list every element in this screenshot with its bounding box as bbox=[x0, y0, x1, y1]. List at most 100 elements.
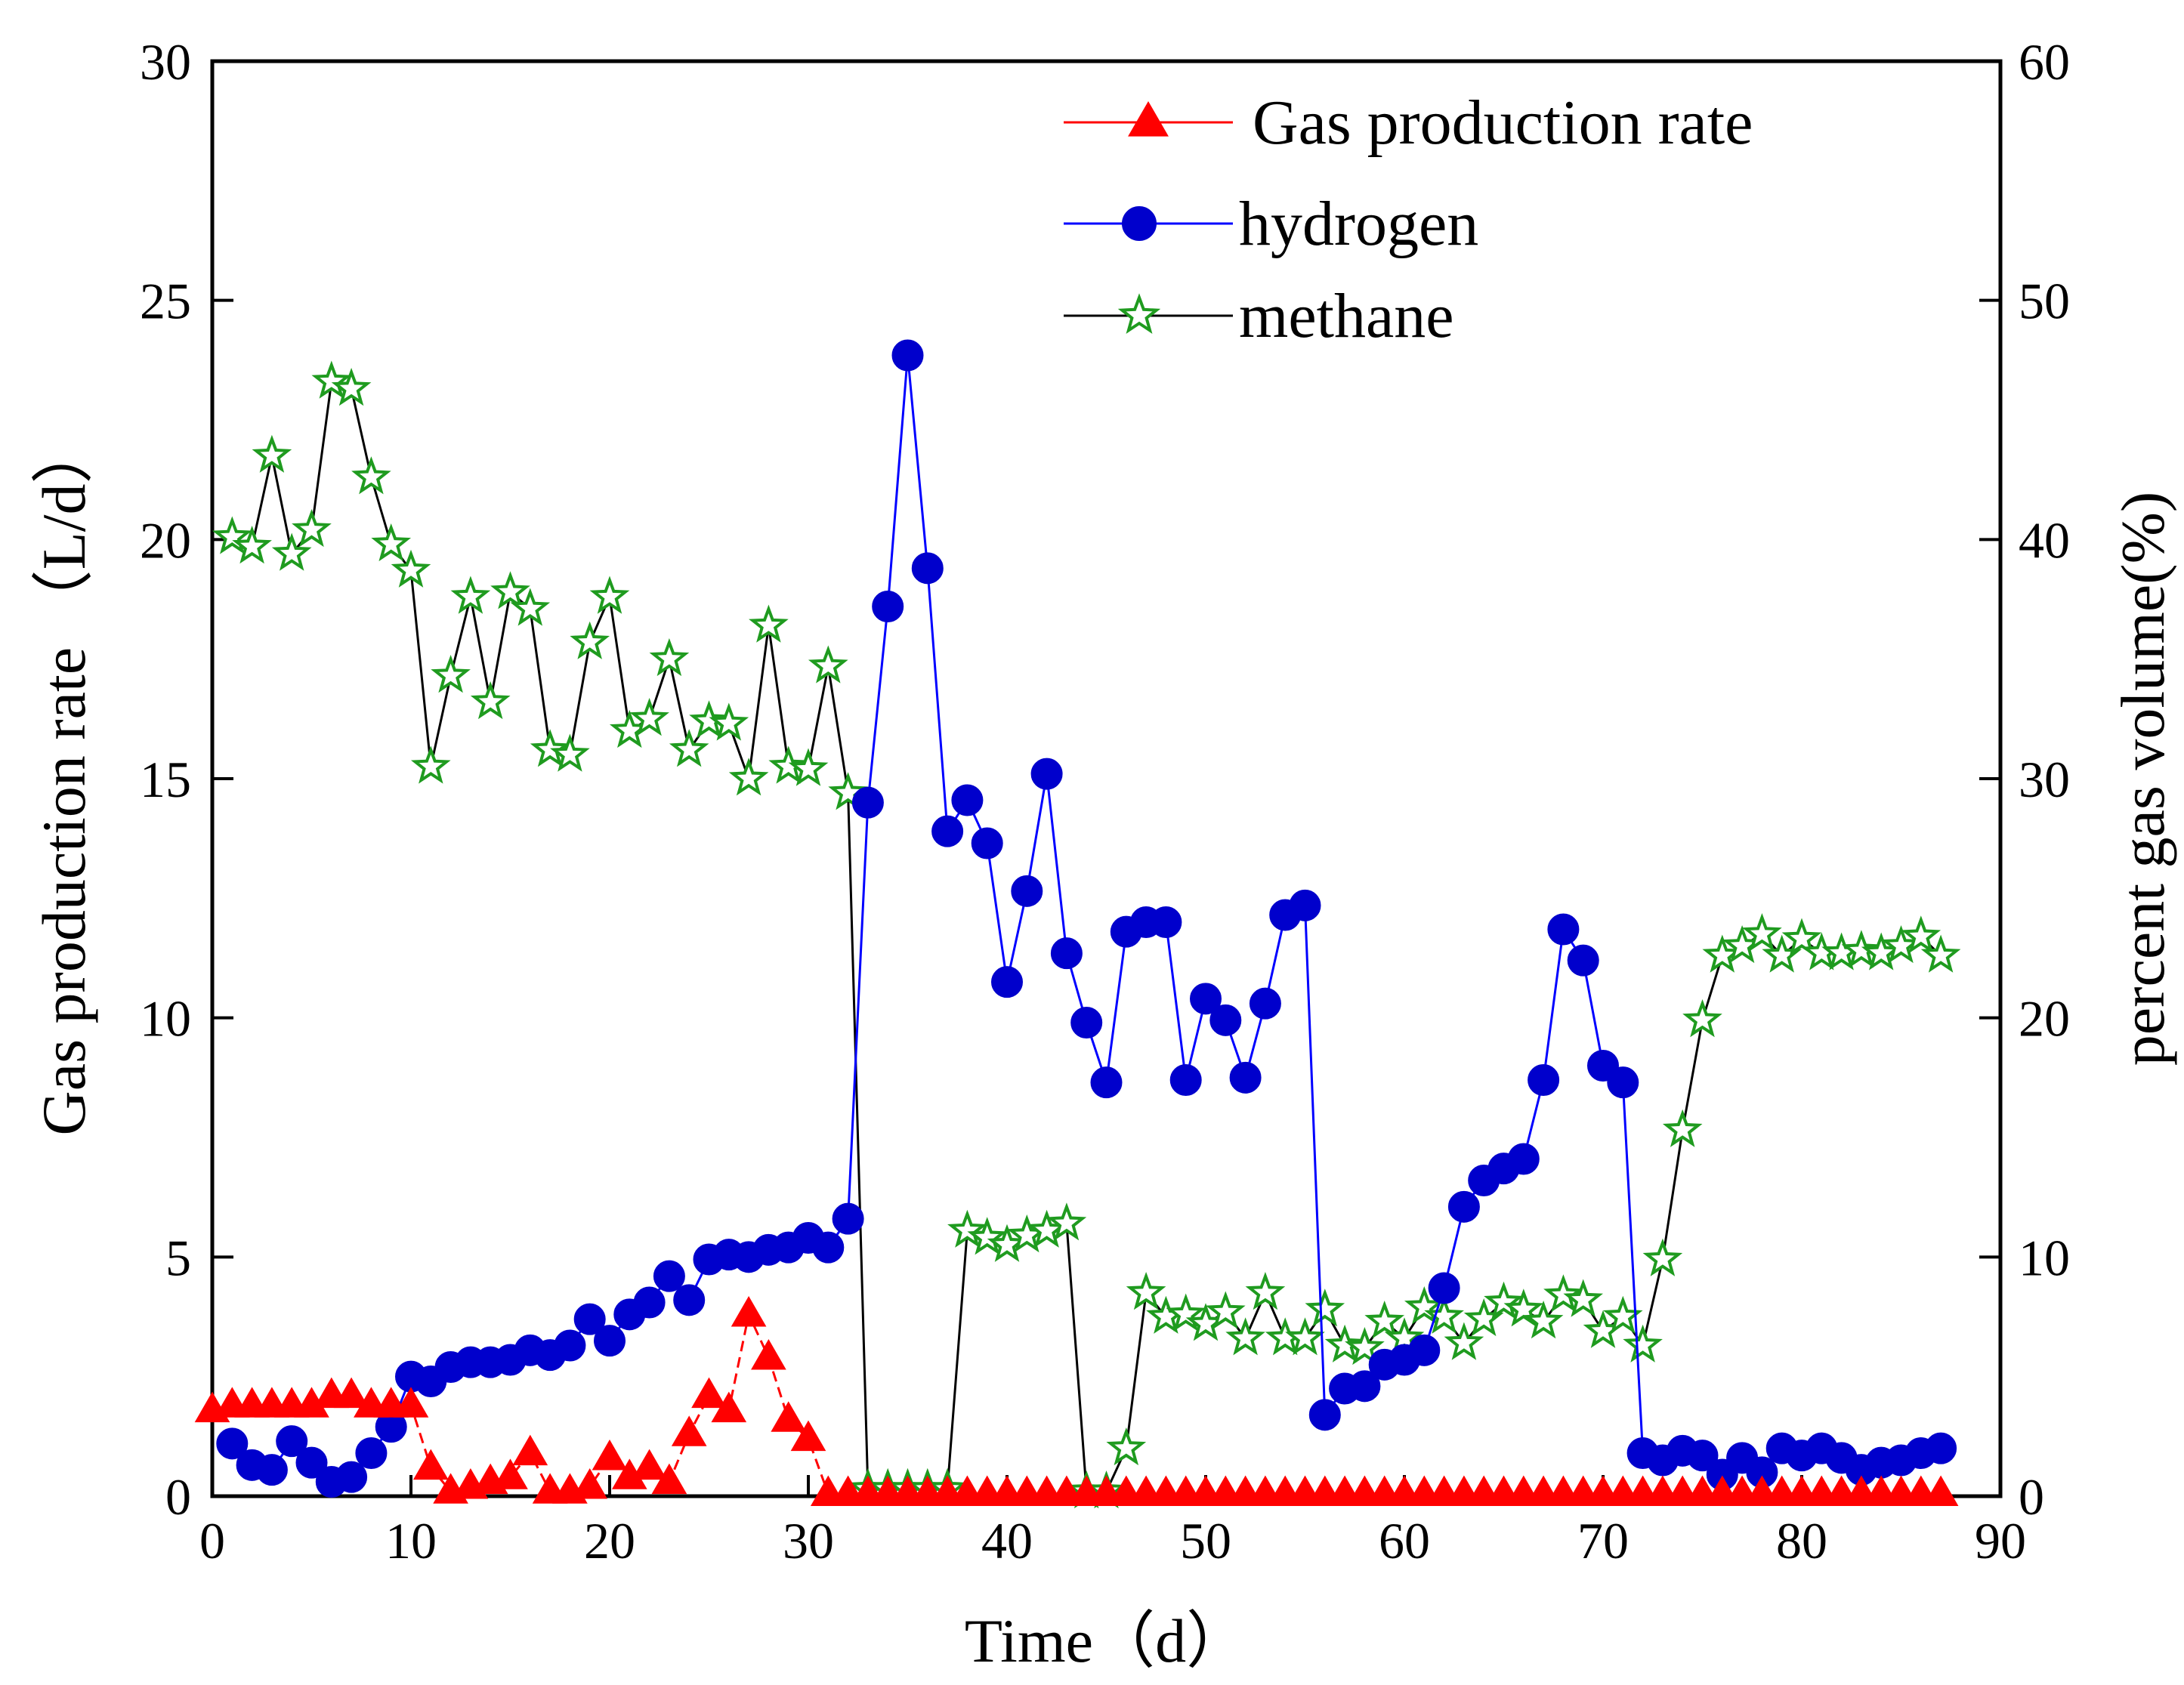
data-point-gas-rate bbox=[572, 1468, 608, 1499]
y-left-tick-label: 0 bbox=[165, 1468, 191, 1526]
data-point-methane bbox=[292, 508, 332, 548]
data-point-methane bbox=[530, 729, 570, 767]
data-point-hydrogen bbox=[1011, 875, 1043, 907]
data-point-gas-rate bbox=[790, 1420, 826, 1452]
data-point-gas-rate bbox=[711, 1391, 747, 1423]
y-left-tick-label: 25 bbox=[140, 273, 191, 330]
y-axis-right-title: percent gas volume(%) bbox=[2108, 492, 2177, 1066]
data-point-hydrogen bbox=[812, 1231, 845, 1264]
data-point-hydrogen bbox=[991, 966, 1023, 998]
y-left-tick-label: 20 bbox=[140, 511, 191, 569]
data-point-methane bbox=[1563, 1279, 1604, 1317]
data-point-gas-rate bbox=[632, 1449, 667, 1480]
series-line bbox=[212, 1310, 1942, 1495]
data-point-methane bbox=[1682, 999, 1722, 1038]
y-left-tick-label: 10 bbox=[140, 990, 191, 1048]
data-point-methane bbox=[1742, 913, 1782, 952]
data-point-methane bbox=[351, 456, 391, 495]
data-point-methane bbox=[1523, 1301, 1564, 1339]
data-point-hydrogen bbox=[1308, 1399, 1341, 1431]
data-point-hydrogen bbox=[1289, 889, 1321, 921]
data-point-methane bbox=[1245, 1272, 1286, 1310]
axis-ticks: 0 10 20 30 40 50 60 70 80 90051015202530010203040… bbox=[140, 33, 2070, 1569]
data-point-hydrogen bbox=[1348, 1370, 1381, 1403]
legend-label: hydrogen bbox=[1239, 189, 1478, 259]
data-point-hydrogen bbox=[1447, 1190, 1480, 1223]
data-point-hydrogen bbox=[1547, 913, 1580, 946]
data-point-hydrogen bbox=[911, 552, 944, 585]
data-point-hydrogen bbox=[1607, 1066, 1639, 1099]
data-point-hydrogen bbox=[1050, 937, 1083, 970]
data-point-methane bbox=[1046, 1202, 1087, 1241]
data-point-hydrogen bbox=[255, 1454, 288, 1486]
y-left-tick-label: 15 bbox=[140, 751, 191, 808]
series-gas-production-rate bbox=[194, 1296, 1959, 1506]
data-point-methane bbox=[947, 1209, 987, 1248]
series-methane bbox=[212, 360, 1961, 1509]
legend-label: methane bbox=[1239, 281, 1454, 351]
data-point-hydrogen bbox=[951, 784, 984, 816]
data-point-methane bbox=[728, 758, 769, 796]
data-point-hydrogen bbox=[1190, 983, 1222, 1015]
data-point-hydrogen bbox=[1428, 1272, 1460, 1304]
data-point-methane bbox=[331, 368, 372, 406]
data-point-methane bbox=[808, 645, 848, 684]
data-point-methane bbox=[371, 523, 412, 562]
data-point-methane bbox=[1444, 1322, 1484, 1360]
data-point-methane bbox=[669, 729, 709, 767]
y-right-tick-label: 0 bbox=[2019, 1468, 2044, 1526]
data-point-hydrogen bbox=[832, 1202, 864, 1235]
data-point-hydrogen bbox=[355, 1437, 388, 1469]
data-point-hydrogen bbox=[1925, 1432, 1957, 1464]
data-point-hydrogen bbox=[633, 1286, 666, 1319]
x-tick-label: 80 bbox=[1776, 1512, 1827, 1569]
data-point-methane bbox=[1364, 1301, 1405, 1339]
data-point-hydrogen bbox=[1030, 758, 1063, 790]
x-tick-label: 40 bbox=[981, 1512, 1033, 1569]
data-point-gas-rate bbox=[671, 1415, 707, 1446]
y-right-tick-label: 20 bbox=[2019, 990, 2070, 1048]
data-point-hydrogen bbox=[1150, 906, 1182, 938]
x-tick-label: 90 bbox=[1975, 1512, 2026, 1569]
data-point-gas-rate bbox=[691, 1377, 727, 1409]
x-axis-title: Time（d） bbox=[965, 1606, 1248, 1675]
data-point-methane bbox=[589, 576, 630, 614]
data-point-gas-rate bbox=[751, 1339, 786, 1370]
y-left-tick-label: 30 bbox=[140, 33, 191, 91]
series-line bbox=[231, 355, 1942, 1483]
data-point-gas-rate bbox=[592, 1440, 628, 1471]
data-point-gas-rate bbox=[651, 1463, 687, 1495]
legend: Gas production rate hydrogen methane bbox=[1064, 88, 1753, 351]
x-tick-label: 30 bbox=[783, 1512, 834, 1569]
y-left-tick-label: 5 bbox=[165, 1229, 191, 1286]
data-point-methane bbox=[1662, 1109, 1703, 1147]
data-point-gas-rate bbox=[412, 1449, 449, 1480]
data-point-hydrogen bbox=[1070, 1007, 1103, 1038]
data-point-methane bbox=[1543, 1274, 1583, 1313]
x-tick-label: 50 bbox=[1180, 1512, 1231, 1569]
data-point-methane bbox=[768, 745, 809, 784]
data-point-methane bbox=[1225, 1317, 1265, 1356]
data-point-gas-rate bbox=[393, 1387, 429, 1418]
data-point-methane bbox=[550, 733, 590, 772]
data-point-methane bbox=[391, 549, 431, 588]
data-point-methane bbox=[1166, 1293, 1206, 1332]
data-point-methane bbox=[749, 604, 789, 643]
data-point-hydrogen bbox=[1169, 1064, 1202, 1096]
data-point-methane bbox=[1205, 1291, 1246, 1329]
data-point-hydrogen bbox=[971, 827, 1003, 859]
data-point-gas-rate bbox=[731, 1296, 767, 1327]
data-point-methane bbox=[1781, 918, 1822, 956]
data-point-methane bbox=[1901, 915, 1942, 954]
data-point-methane bbox=[450, 576, 491, 614]
data-point-methane bbox=[232, 526, 272, 564]
data-point-hydrogen bbox=[1090, 1066, 1123, 1099]
data-point-hydrogen bbox=[1686, 1440, 1719, 1472]
data-point-hydrogen bbox=[1567, 944, 1599, 977]
data-point-methane bbox=[1841, 930, 1882, 968]
data-point-methane bbox=[510, 588, 551, 626]
data-point-methane bbox=[1404, 1286, 1444, 1325]
data-point-methane bbox=[1424, 1295, 1464, 1334]
y-right-tick-label: 10 bbox=[2019, 1229, 2070, 1286]
